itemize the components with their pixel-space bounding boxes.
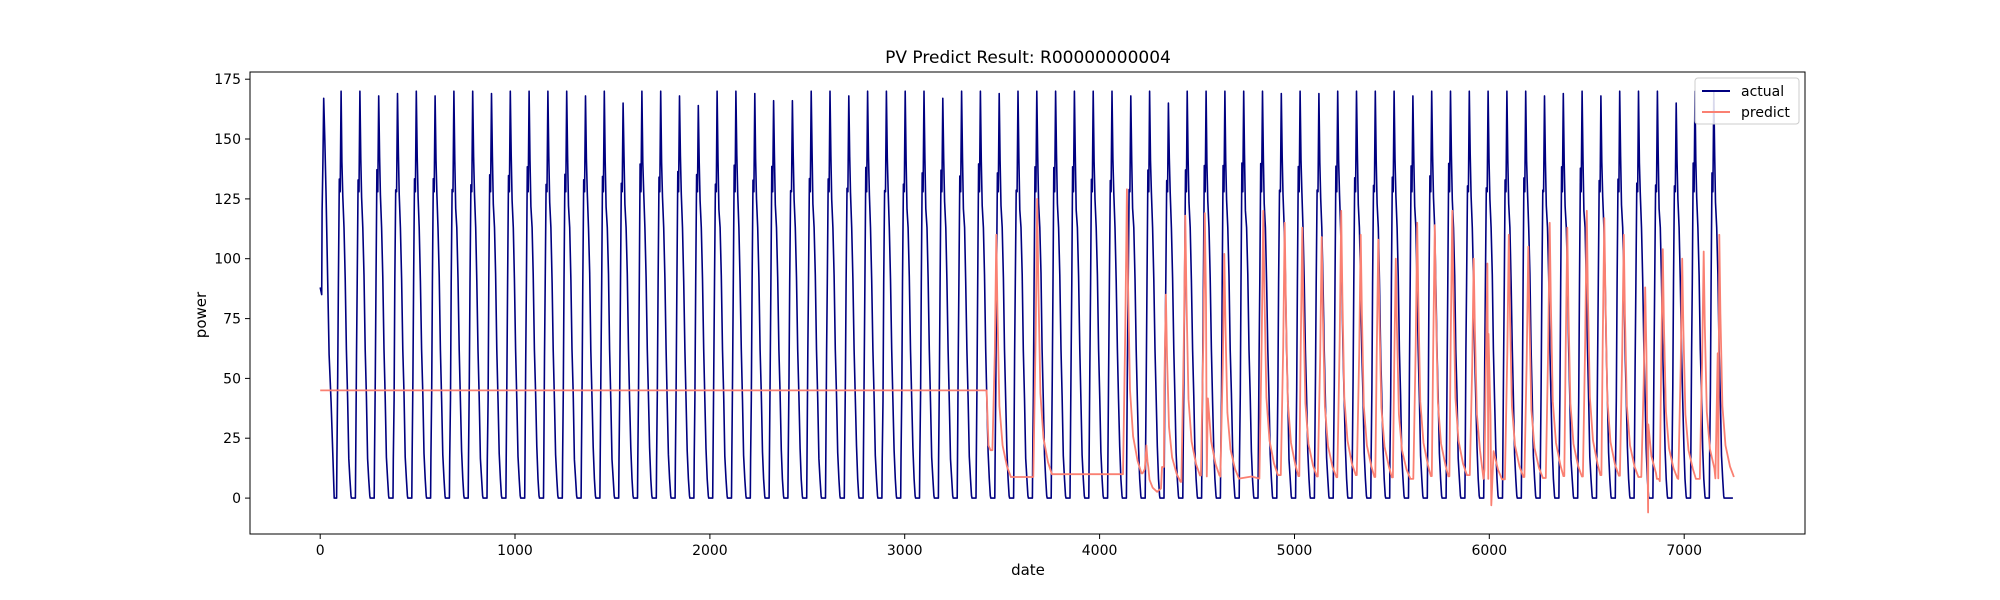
y-axis-ticks: 0 25 50 75 100 125 150 175 xyxy=(214,72,250,507)
x-tick-label: 7000 xyxy=(1666,543,1702,559)
y-tick-label: 50 xyxy=(223,371,241,387)
x-axis-label: date xyxy=(1011,561,1045,579)
y-tick-label: 0 xyxy=(232,491,241,507)
y-tick-label: 100 xyxy=(214,252,241,268)
x-tick-label: 5000 xyxy=(1277,543,1313,559)
x-tick-label: 1000 xyxy=(497,543,533,559)
x-tick-label: 3000 xyxy=(887,543,923,559)
y-tick-label: 175 xyxy=(214,72,241,88)
plot-frame xyxy=(249,71,1806,535)
y-tick-label: 125 xyxy=(214,192,241,208)
y-tick-label: 150 xyxy=(214,132,241,148)
x-tick-label: 4000 xyxy=(1082,543,1118,559)
y-tick-label: 75 xyxy=(223,312,241,328)
x-tick-label: 2000 xyxy=(692,543,728,559)
series-line-predict xyxy=(320,188,1735,514)
x-tick-label: 6000 xyxy=(1471,543,1507,559)
x-axis-ticks: 0 1000 2000 3000 4000 5000 6000 7000 xyxy=(316,534,1702,559)
y-tick-label: 25 xyxy=(223,431,241,447)
x-tick-label: 0 xyxy=(316,543,325,559)
plot-area xyxy=(319,90,1735,514)
legend-label-predict: predict xyxy=(1741,105,1790,121)
series-line-actual xyxy=(319,90,1733,499)
legend-label-actual: actual xyxy=(1741,84,1784,100)
legend: actual predict xyxy=(1694,77,1800,125)
y-axis-label: power xyxy=(192,291,210,338)
chart-title: PV Predict Result: R00000000004 xyxy=(885,48,1171,68)
